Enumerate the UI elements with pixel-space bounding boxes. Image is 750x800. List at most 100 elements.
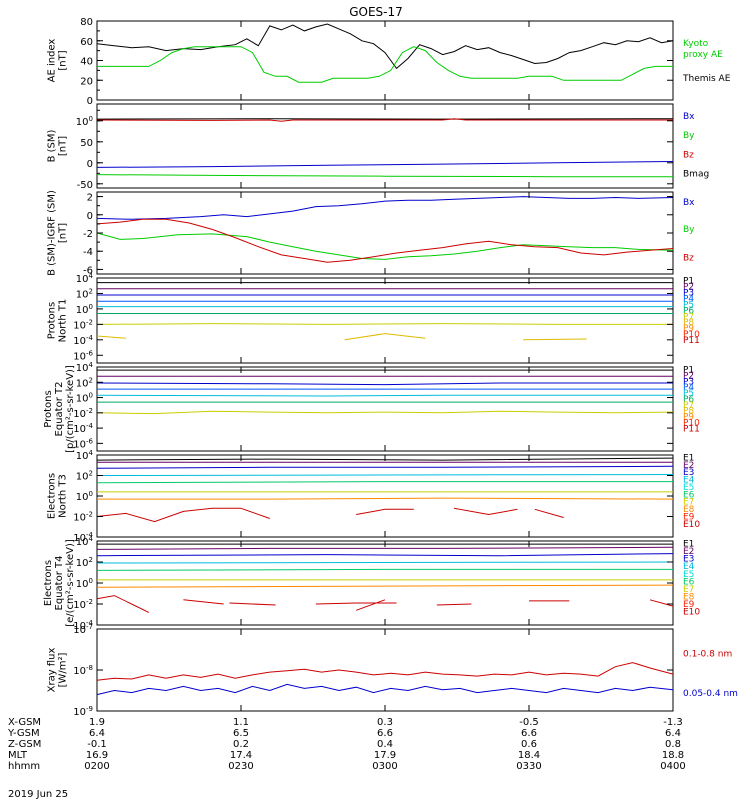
x-axis-info: X-GSM 1.9 1.1 0.3 -0.5 -1.3 Y-GSM 6.4 6.5 6.6 6.6 6… [7, 717, 686, 772]
legend-entry: proxy AE [683, 50, 723, 60]
y-axis-label: Electrons [47, 473, 58, 519]
legend-entry: P8 [683, 407, 694, 417]
panel-3: -6 -4 -2 0 2 B (SM)-IGRF (SM) [nT] Bx By Bz [47, 190, 696, 276]
legend-entry: P6 [683, 395, 694, 405]
series-line-11 [315, 602, 397, 605]
series-line-3 [96, 561, 674, 564]
legend-entry: P10 [683, 330, 700, 340]
x-row-value: 6.4 [89, 728, 105, 739]
x-row-label: Z-GSM [8, 739, 41, 750]
y-axis-label: [nT] [58, 223, 69, 243]
y-tick-label: 10-7 [73, 623, 93, 636]
series-line-6 [96, 584, 674, 588]
x-row-value: 0230 [228, 761, 253, 772]
y-axis-label: Electrons [43, 560, 54, 606]
legend-entry: P5 [683, 389, 694, 399]
panel-8: 10-9 10-8 10-7 Xray flux [W/m²] 0.1-0.8 nm 0.0… [47, 623, 738, 718]
series-line-7 [96, 507, 241, 523]
x-row-value: 0330 [516, 761, 541, 772]
y-axis-label: B (SM)-IGRF (SM) [47, 190, 58, 276]
y-tick-label: -2 [83, 229, 93, 240]
y-tick-label: 10-6 [73, 437, 93, 450]
legend-entry: P2 [683, 283, 694, 293]
legend-entry: E7 [683, 585, 694, 595]
series-line-3 [96, 174, 673, 178]
y-tick-label: 10-4 [73, 619, 93, 632]
series-line-4 [96, 568, 673, 571]
series-line-0 [96, 457, 674, 461]
x-row-value: 0200 [84, 761, 109, 772]
series-line-6 [96, 323, 673, 325]
legend-entry: P7 [683, 312, 694, 322]
legend-entry: P9 [683, 413, 694, 423]
x-row-label: X-GSM [8, 717, 41, 728]
x-row-value: 18.4 [518, 750, 540, 761]
x-row-label: hhmm [8, 761, 40, 772]
x-row-value: 0.6 [521, 739, 537, 750]
panel-2: -50 0 50 100 B (SM) [nT] Bx By Bz Bmag [47, 103, 709, 191]
series-line-10 [229, 602, 276, 606]
y-tick-label: -4 [83, 247, 93, 258]
legend-entry: E6 [683, 490, 695, 500]
legend-entry: E10 [683, 520, 700, 530]
legend-entry: P10 [683, 418, 700, 428]
y-tick-label: 102 [76, 376, 93, 389]
legend-entry: Kyoto [683, 39, 709, 49]
legend-entry: P1 [683, 366, 694, 376]
legend-entry: E5 [683, 483, 694, 493]
panel-frame [96, 277, 674, 364]
y-axis-label: [p/(cm²-s-sr-keV)] [65, 365, 76, 453]
y-tick-label: 10-9 [73, 705, 93, 718]
x-row-value: 0300 [372, 761, 397, 772]
legend-entry: 0.05-0.4 nm [683, 689, 738, 699]
legend-entry: E1 [683, 453, 694, 463]
y-tick-label: 10-6 [73, 349, 93, 362]
series-line-1 [97, 46, 673, 83]
x-row-value: 0.8 [665, 739, 681, 750]
panel-7: 10-4 10-2 100 102 104 Electrons Equator T4 [e/(… [43, 535, 700, 632]
y-tick-label: 10-4 [73, 422, 93, 435]
legend-entry: E1 [683, 540, 694, 550]
series-line-6 [96, 410, 674, 415]
legend-entry: E2 [683, 547, 694, 557]
panel-frame [96, 628, 674, 712]
legend-entry: Bz [683, 150, 694, 160]
legend-entry: P3 [683, 377, 694, 387]
legend-entry: P6 [683, 306, 694, 316]
series-line-2 [96, 218, 674, 263]
y-tick-label: 104 [76, 449, 94, 462]
y-axis-label: Protons [47, 302, 58, 339]
y-axis-label: Protons [43, 390, 54, 427]
y-axis-label: [W/m²] [58, 652, 69, 687]
series-line-3 [96, 474, 674, 476]
y-tick-label: 40 [80, 57, 93, 68]
y-tick-label: 104 [76, 535, 94, 548]
x-row-label: MLT [8, 750, 28, 761]
panel-frame [96, 366, 674, 452]
series-line-1 [96, 683, 674, 696]
series-line-2 [96, 465, 674, 469]
y-axis-label: AE index [47, 39, 58, 83]
x-row-value: 1.1 [233, 717, 249, 728]
x-row-value: 17.4 [230, 750, 252, 761]
series-line-6 [97, 497, 674, 500]
legend-entry: Bz [683, 254, 694, 264]
y-tick-label: -6 [83, 265, 93, 276]
series-line-7 [96, 335, 126, 339]
x-row-value: 17.9 [374, 750, 396, 761]
series-line-0 [96, 196, 674, 220]
y-axis-label: Equator T4 [54, 556, 65, 611]
legend-entry: E2 [683, 461, 694, 471]
series-line-11 [534, 508, 564, 518]
y-tick-label: 100 [76, 490, 93, 503]
series-line-12 [356, 599, 386, 611]
y-tick-label: 100 [76, 303, 93, 316]
series-line-2 [96, 161, 674, 168]
legend-entry: P3 [683, 288, 694, 298]
series-line-9 [523, 338, 587, 341]
legend-entry: Themis AE [682, 74, 731, 84]
legend-entry: 0.1-0.8 nm [683, 650, 732, 660]
legend-entry: E10 [683, 608, 700, 618]
